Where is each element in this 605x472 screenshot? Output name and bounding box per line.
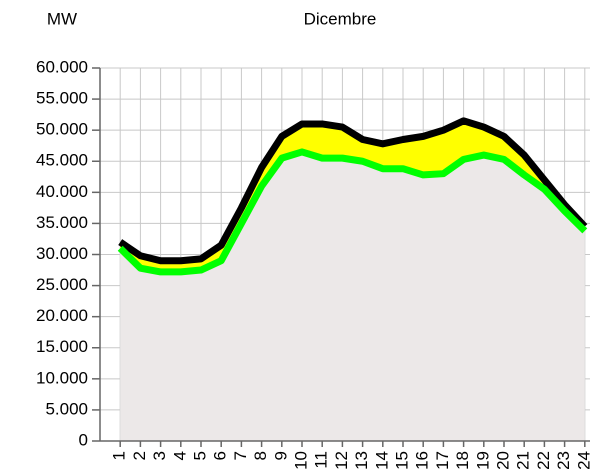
x-tick-label: 11: [312, 451, 331, 469]
y-tick-label: 55.000: [36, 89, 88, 108]
x-tick-label: 3: [150, 451, 169, 460]
chart-title: Dicembre: [304, 9, 377, 28]
y-tick-label: 45.000: [36, 151, 88, 170]
x-tick-label: 5: [190, 451, 209, 460]
y-tick-label: 5.000: [45, 399, 88, 418]
x-tick-label: 21: [514, 451, 533, 470]
x-tick-label: 16: [413, 451, 432, 470]
y-axis-label: MW: [47, 9, 77, 28]
y-tick-label: 30.000: [36, 244, 88, 263]
x-tick-label: 12: [332, 451, 351, 470]
y-tick-label: 0: [79, 430, 88, 449]
x-tick-label: 15: [392, 451, 411, 470]
y-tick-label: 25.000: [36, 275, 88, 294]
x-tick-label: 22: [534, 451, 553, 470]
y-tick-label: 10.000: [36, 368, 88, 387]
x-tick-label: 14: [372, 451, 391, 470]
x-tick-label: 24: [574, 451, 593, 470]
x-tick-label: 9: [271, 451, 290, 460]
x-tick-label: 18: [453, 451, 472, 470]
x-tick-label: 7: [231, 451, 250, 460]
line: [118, 117, 588, 265]
y-tick-label: 50.000: [36, 120, 88, 139]
y-tick-label: 15.000: [36, 337, 88, 356]
band: [120, 120, 585, 272]
x-tick-label: 10: [291, 451, 310, 470]
x-tick-label: 20: [493, 451, 512, 470]
line: [117, 148, 588, 276]
x-tick-label: 19: [473, 451, 492, 470]
area: [120, 151, 585, 442]
y-tick-label: 35.000: [36, 213, 88, 232]
y-tick-label: 20.000: [36, 306, 88, 325]
x-tick-label: 13: [352, 451, 371, 470]
x-tick-label: 8: [251, 451, 270, 460]
x-tick-label: 23: [554, 451, 573, 470]
x-tick-label: 1: [110, 451, 129, 460]
x-tick-label: 4: [170, 451, 189, 460]
y-tick-label: 60.000: [36, 57, 88, 76]
x-tick-label: 2: [130, 451, 149, 460]
y-tick-label: 40.000: [36, 182, 88, 201]
x-tick-label: 17: [433, 451, 452, 470]
x-tick-label: 6: [211, 451, 230, 460]
